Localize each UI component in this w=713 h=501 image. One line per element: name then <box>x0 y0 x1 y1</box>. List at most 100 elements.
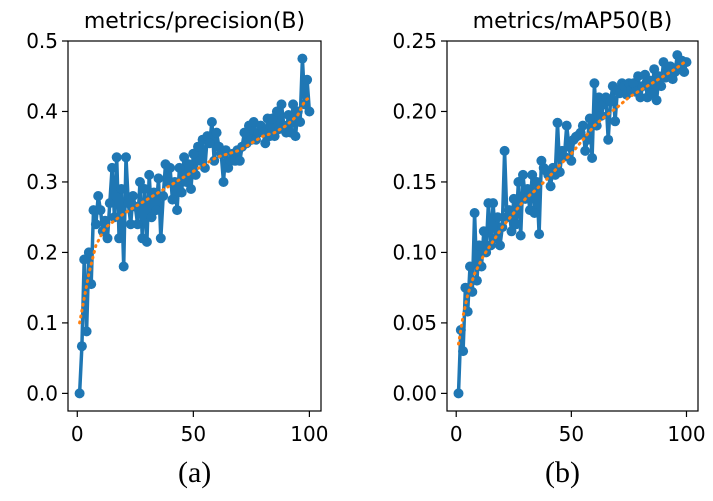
y-tick-label: 0.3 <box>26 170 58 194</box>
data-point <box>628 78 639 89</box>
data-point <box>545 181 556 192</box>
chart-precision: metrics/precision(B) 0 50 100 0.0 0.1 0.2 0.3 0.… <box>26 9 328 446</box>
data-point <box>589 78 600 89</box>
data-point <box>504 205 515 216</box>
plot-frame <box>446 40 699 412</box>
data-point <box>153 173 164 184</box>
y-tick-label: 0.15 <box>392 170 437 194</box>
data-point <box>453 388 464 399</box>
data-point <box>529 208 540 218</box>
x-tick-label: 50 <box>559 422 584 446</box>
y-tick-label: 0.5 <box>26 29 58 53</box>
data-point <box>681 57 692 68</box>
data-point <box>139 184 150 194</box>
data-point <box>580 145 591 156</box>
data-point <box>518 169 528 180</box>
data-point <box>93 191 104 201</box>
x-tick-label: 100 <box>667 422 705 446</box>
data-point <box>478 226 489 237</box>
data-point <box>495 240 505 251</box>
data-point <box>90 219 101 230</box>
data-point <box>204 138 215 149</box>
x-tick-label: 0 <box>450 422 463 446</box>
data-point <box>465 261 475 272</box>
series-smooth-line <box>457 59 688 346</box>
data-point <box>183 159 194 170</box>
data-point <box>195 155 206 166</box>
data-point <box>206 117 217 127</box>
data-point <box>492 212 503 223</box>
data-point <box>95 205 106 216</box>
data-point <box>271 106 282 117</box>
data-point <box>174 162 185 173</box>
data-point <box>522 184 533 194</box>
data-point <box>176 187 187 198</box>
data-point <box>116 184 127 194</box>
y-tick-label: 0.4 <box>26 99 58 123</box>
data-point <box>527 169 538 180</box>
data-point <box>158 191 169 201</box>
data-point <box>679 67 690 77</box>
data-point <box>635 92 646 103</box>
y-tick-label: 0.25 <box>392 29 437 53</box>
data-point <box>471 275 482 286</box>
data-point <box>104 198 115 209</box>
series-results-line <box>456 53 689 394</box>
data-point <box>107 162 118 173</box>
data-point <box>474 240 485 251</box>
data-point <box>603 134 614 145</box>
data-point <box>167 194 178 205</box>
data-point <box>162 177 173 187</box>
data-point <box>587 153 598 163</box>
data-point <box>283 110 294 120</box>
data-point <box>276 99 287 110</box>
data-point <box>211 127 222 138</box>
data-point <box>100 215 111 226</box>
data-point <box>577 120 588 131</box>
data-point <box>302 74 313 85</box>
data-point <box>88 205 99 216</box>
data-point <box>172 205 183 216</box>
chart-title: metrics/precision(B) <box>84 9 305 34</box>
data-point <box>74 388 85 399</box>
data-point <box>146 212 157 223</box>
data-point <box>102 233 113 244</box>
data-point <box>511 219 522 230</box>
data-point <box>128 191 138 201</box>
y-tick-label: 0.00 <box>392 381 437 405</box>
data-point <box>651 95 662 106</box>
data-point <box>111 152 122 163</box>
data-point <box>304 106 315 117</box>
data-point <box>76 341 87 352</box>
data-point <box>114 233 125 244</box>
data-point <box>488 198 499 209</box>
series-results-line <box>77 56 312 394</box>
data-point <box>155 233 166 244</box>
data-point <box>649 64 660 75</box>
chart-map50: metrics/mAP50(B) 0 50 100 0.00 0.05 0.10 0.15 0.… <box>392 9 705 446</box>
y-tick-label: 0.05 <box>392 311 437 335</box>
x-tick-label: 50 <box>181 422 206 446</box>
data-point <box>646 88 657 99</box>
data-point <box>121 152 131 163</box>
data-point <box>186 184 196 194</box>
data-point <box>584 113 595 124</box>
data-point <box>656 81 667 92</box>
data-point <box>260 138 271 149</box>
data-point <box>564 141 574 152</box>
data-point <box>81 326 92 337</box>
data-point <box>561 120 572 131</box>
y-tick-label: 0.0 <box>26 381 58 405</box>
data-point <box>234 155 245 166</box>
data-point <box>469 208 480 218</box>
data-point <box>295 117 306 127</box>
data-point <box>513 177 524 187</box>
data-point <box>118 261 129 272</box>
chart-title: metrics/mAP50(B) <box>473 9 673 34</box>
data-point <box>209 155 220 166</box>
x-tick-label: 0 <box>71 422 84 446</box>
data-point <box>534 229 545 240</box>
data-point <box>506 226 517 237</box>
panel-label-a: (a) <box>178 456 212 489</box>
y-tick-label: 0.2 <box>26 240 58 264</box>
